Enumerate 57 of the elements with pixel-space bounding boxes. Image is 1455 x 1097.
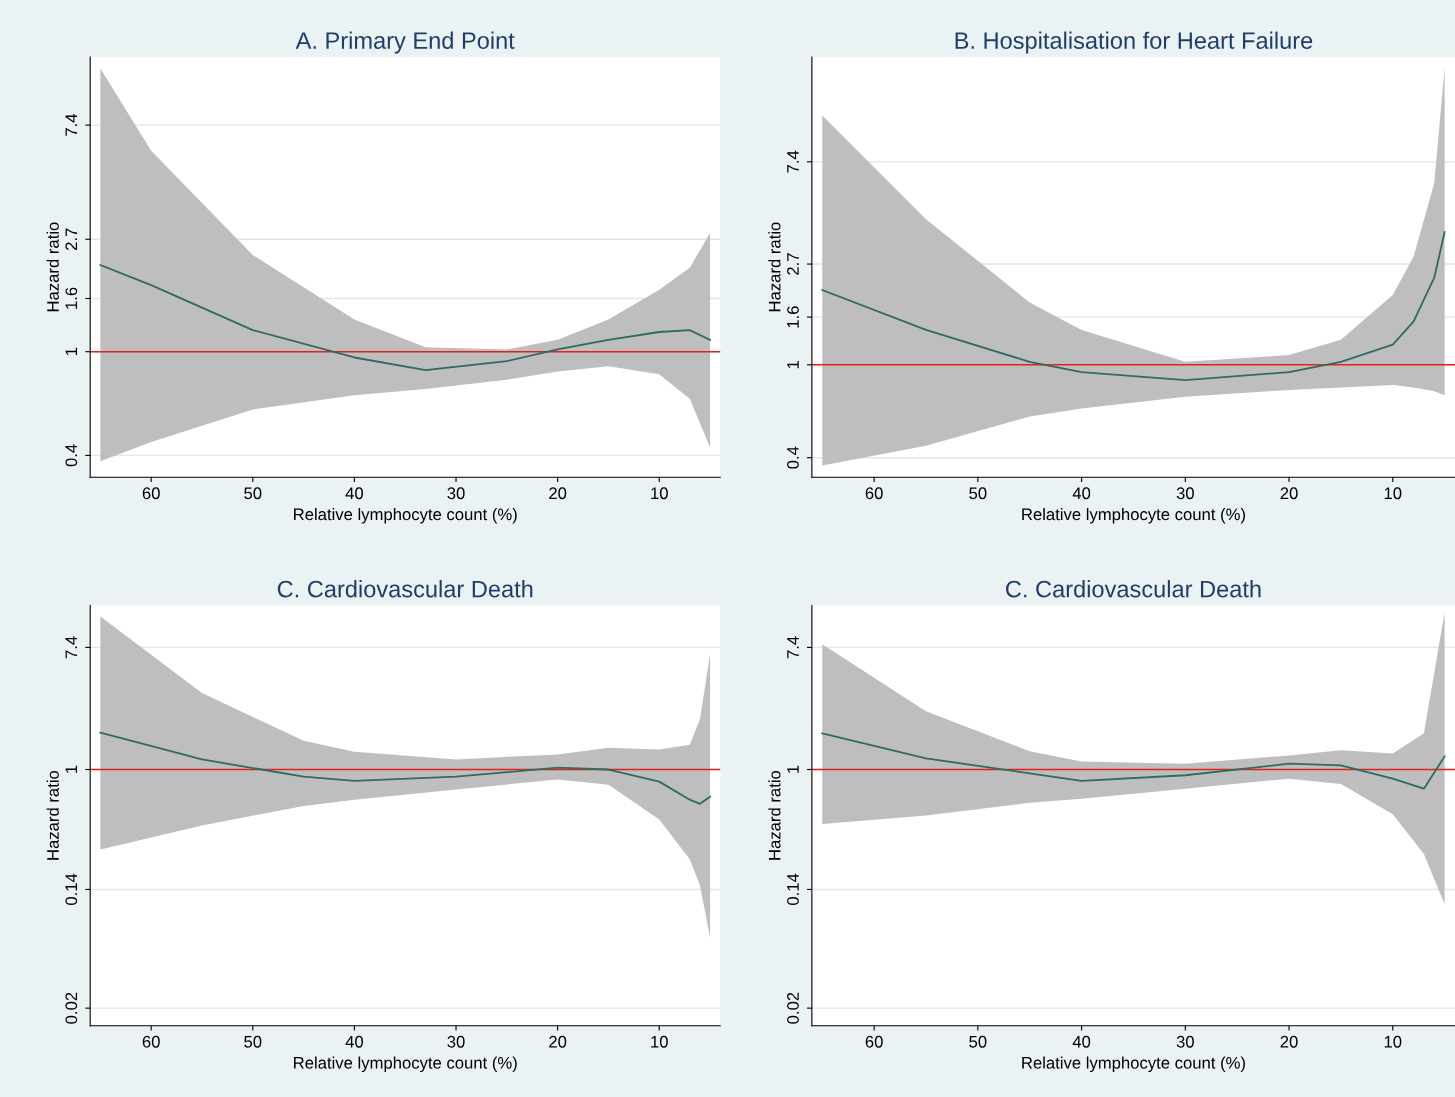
y-tick-label: 0.02 (65, 992, 78, 1024)
x-tick-label: 40 (345, 487, 364, 500)
x-axis-title: Relative lymphocyte count (%) (294, 508, 517, 524)
x-tick-label: 60 (865, 487, 883, 500)
y-tick-label: 0.14 (65, 873, 78, 906)
x-axis-title: Relative lymphocyte count (%) (1022, 1056, 1245, 1073)
y-tick-label: 1 (65, 765, 78, 773)
line-series (99, 731, 711, 805)
x-tick-label: 20 (549, 1035, 567, 1048)
y-tick-label: 1.6 (65, 287, 78, 309)
y-tick-label: 0.4 (787, 446, 799, 469)
x-tick-label: 50 (969, 1035, 987, 1048)
y-tick-label: 7.4 (65, 636, 78, 659)
x-tick-label: 60 (142, 487, 160, 500)
x-axis-title: Relative lymphocyte count (%) (1022, 508, 1245, 524)
chart-title: C. Cardiovascular Death (1006, 580, 1261, 598)
x-tick-label: 40 (1072, 487, 1091, 500)
y-tick-label: 0.02 (787, 992, 799, 1024)
y-axis-title: Hazard ratio (46, 770, 59, 860)
x-tick-label: 10 (1384, 1035, 1402, 1048)
chart-title: C. Cardiovascular Death (277, 580, 533, 598)
y-tick-label: 7.4 (787, 150, 799, 173)
x-tick-label: 40 (1072, 1035, 1091, 1048)
y-tick-label: 1 (787, 360, 799, 369)
x-tick-label: 10 (651, 487, 668, 500)
x-tick-label: 20 (1280, 487, 1298, 500)
x-axis-title: Relative lymphocyte count (%) (294, 1056, 517, 1073)
y-tick-label: 0.4 (65, 444, 78, 467)
y-tick-label: 0.14 (787, 873, 799, 906)
x-tick-label: 50 (244, 487, 262, 500)
y-axis-title: Hazard ratio (768, 222, 781, 312)
y-axis-title: Hazard ratio (46, 222, 59, 312)
x-tick-label: 30 (447, 487, 465, 500)
y-tick-label: 1 (787, 765, 799, 773)
x-tick-label: 10 (1384, 487, 1402, 500)
x-tick-label: 30 (1176, 487, 1194, 500)
y-tick-label: 1 (65, 347, 78, 356)
x-tick-label: 50 (244, 1035, 262, 1048)
line-series (821, 231, 1446, 381)
line-series (99, 264, 711, 371)
x-tick-label: 60 (142, 1035, 160, 1048)
y-tick-label: 2.7 (787, 253, 799, 275)
y-axis-title: Hazard ratio (768, 770, 781, 860)
y-tick-label: 7.4 (65, 114, 78, 136)
y-tick-label: 2.7 (65, 228, 78, 250)
x-tick-label: 50 (969, 487, 987, 500)
chart-title: B. Hospitalisation for Heart Failure (955, 31, 1313, 54)
chart-title: A. Primary End Point (295, 31, 515, 54)
x-tick-label: 60 (865, 1035, 883, 1048)
x-tick-label: 20 (1280, 1035, 1298, 1048)
x-tick-label: 10 (651, 1035, 668, 1048)
y-tick-label: 1.6 (787, 306, 799, 328)
x-tick-label: 30 (1176, 1035, 1194, 1048)
x-tick-label: 20 (549, 487, 567, 500)
x-tick-label: 40 (345, 1035, 364, 1048)
x-tick-label: 30 (447, 1035, 465, 1048)
y-tick-label: 7.4 (787, 636, 799, 659)
